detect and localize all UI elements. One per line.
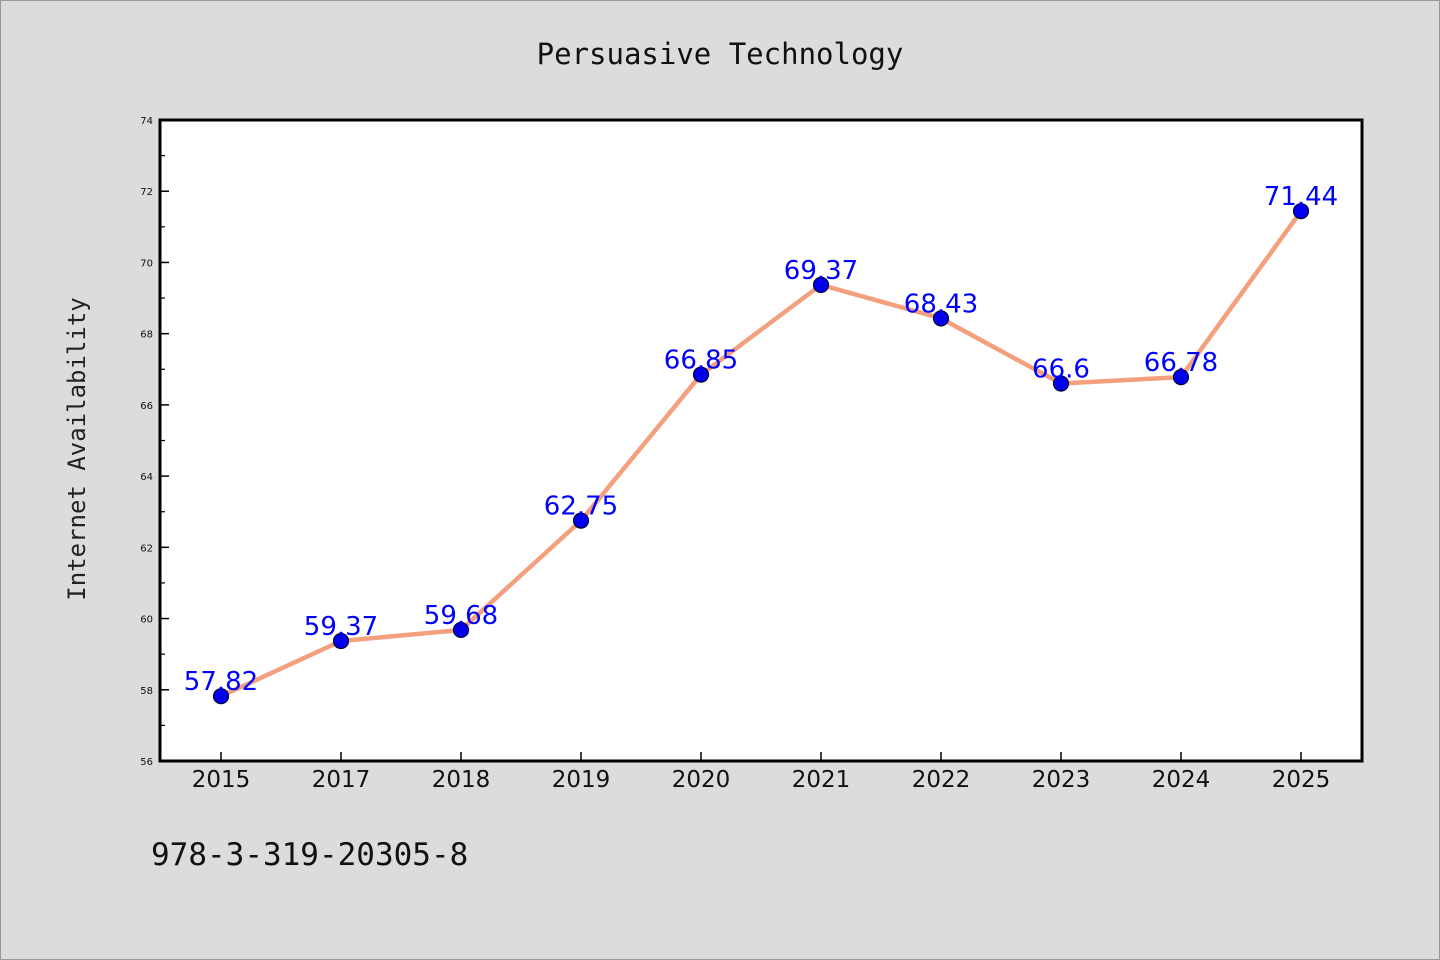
data-label: 59.37 [304, 612, 378, 642]
x-axis: 2015 2017 2018 2019 2020 2021 2022 2023 2024 2025 [192, 752, 1331, 793]
data-point [1292, 203, 1310, 220]
y-tick-label: 62 [140, 543, 153, 554]
y-tick-label: 56 [140, 757, 153, 768]
data-label: 57.82 [184, 667, 258, 697]
y-tick-label: 66 [140, 401, 153, 412]
data-point [692, 366, 710, 383]
data-point [332, 632, 350, 650]
data-points [212, 203, 1310, 705]
data-point [932, 310, 950, 327]
y-tick-label: 64 [140, 472, 153, 483]
data-label: 66.78 [1144, 348, 1218, 378]
data-point [812, 276, 830, 293]
y-tick-label: 70 [140, 258, 153, 269]
x-tick-label: 2017 [312, 767, 371, 793]
x-tick-label: 2021 [792, 767, 851, 793]
x-tick-label: 2020 [672, 767, 731, 793]
y-axis: 56 58 60 62 64 66 68 70 72 74 [140, 116, 169, 768]
x-tick-label: 2015 [192, 767, 251, 793]
isbn-caption: 978-3-319-20305-8 [151, 837, 468, 873]
y-axis-label: Internet Availability [63, 297, 91, 600]
plot-area [160, 120, 1362, 761]
data-point [572, 512, 590, 529]
x-tick-label: 2025 [1272, 767, 1331, 793]
x-tick-label: 2023 [1032, 767, 1091, 793]
x-tick-label: 2018 [432, 767, 491, 793]
data-label: 69.37 [784, 256, 858, 286]
data-label: 71.44 [1264, 182, 1338, 212]
series-line [218, 208, 1304, 699]
y-tick-label: 72 [140, 187, 153, 198]
data-label: 62.75 [544, 492, 618, 522]
y-tick-label: 60 [140, 615, 153, 626]
x-tick-label: 2019 [552, 767, 611, 793]
y-tick-label: 68 [140, 330, 153, 341]
y-tick-label: 74 [140, 116, 153, 127]
data-label: 68.43 [904, 289, 978, 319]
y-tick-label: 58 [140, 686, 153, 697]
x-tick-label: 2022 [912, 767, 971, 793]
data-point [1052, 375, 1070, 392]
x-tick-label: 2024 [1152, 767, 1211, 793]
plot-frame [158, 118, 1364, 763]
data-label: 66.6 [1032, 355, 1090, 385]
data-label: 66.85 [664, 346, 738, 376]
data-labels: 57.82 59.37 59.68 62.75 66.85 69.37 68.43 66.6 6… [184, 182, 1338, 697]
chart-title: Persuasive Technology [537, 37, 904, 71]
data-label: 59.68 [424, 601, 498, 631]
data-point [212, 688, 230, 705]
series-line-group [218, 208, 1304, 699]
data-point [452, 621, 470, 639]
data-point [1172, 369, 1190, 386]
